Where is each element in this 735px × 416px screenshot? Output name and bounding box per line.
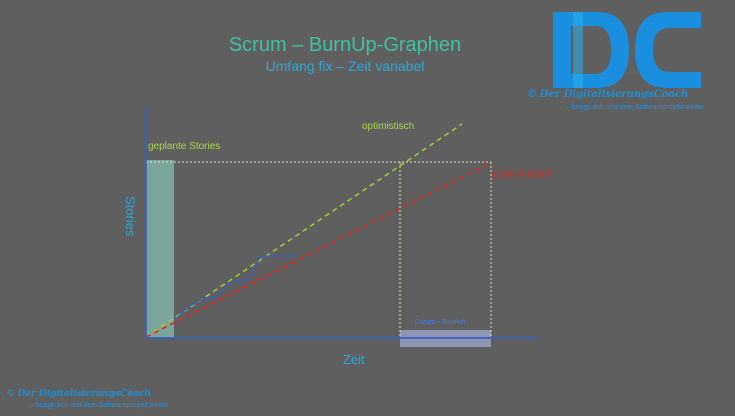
optimistic-trend-line <box>145 123 463 338</box>
planned-stories-bar <box>146 160 174 338</box>
brand-name: Der DigitalisierungsCoach <box>539 89 689 100</box>
brand-signature-bottom: © Der DigitalisierungsCoach <box>6 388 151 399</box>
brand-name: Der DigitalisierungsCoach <box>17 389 152 399</box>
brand-signature-top: © Der DigitalisierungsCoach <box>527 89 688 100</box>
dc-logo <box>553 12 701 88</box>
copyright-mark: © <box>527 89 537 100</box>
x-axis-label: Zeit <box>343 352 365 367</box>
pessimistic-trend-line <box>145 161 493 338</box>
logo-c-letter <box>635 12 701 88</box>
pessimistic-label: pessimistisch <box>493 169 552 180</box>
page-title: Scrum – BurnUp-Graphen <box>228 34 462 56</box>
brand-tagline: – bringt dich und dein Softwareprojekt w… <box>30 402 169 409</box>
logo-d-letter <box>553 12 629 88</box>
copyright-mark: © <box>6 389 15 399</box>
optimistic-label: optimistisch <box>362 121 414 132</box>
planned-stories-label: geplante Stories <box>148 141 220 152</box>
brand-tagline: – bringt dich und dein Softwareprojekt w… <box>566 104 705 111</box>
actual-progress-line <box>173 255 298 321</box>
page-subtitle: Umfang fix – Zeit variabel <box>265 58 425 74</box>
y-axis-label: Stories <box>123 196 138 237</box>
date-range-label: Datum - Bereich <box>415 319 466 326</box>
